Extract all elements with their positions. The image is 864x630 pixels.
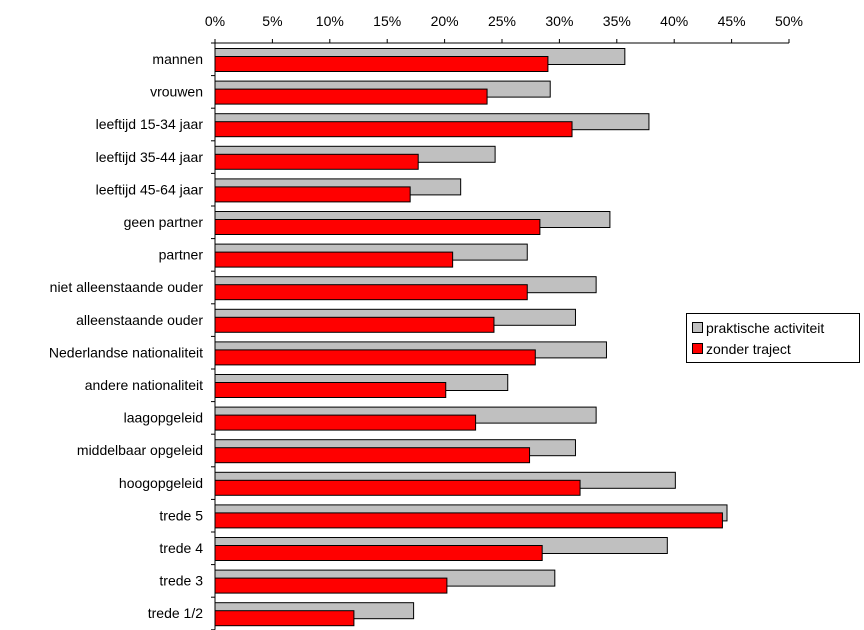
x-tick-labels: 0% 5% 10% 15% 20% 25% 30% 35% 40% 45% 50% bbox=[205, 13, 803, 29]
legend-swatch-red bbox=[692, 343, 703, 354]
x-tick-label: 5% bbox=[262, 13, 282, 29]
x-tick-label: 0% bbox=[205, 13, 225, 29]
x-tick-label: 45% bbox=[718, 13, 746, 29]
category-label: trede 5 bbox=[159, 507, 203, 523]
category-label: leeftijd 35-44 jaar bbox=[96, 149, 204, 165]
category-label: mannen bbox=[152, 51, 203, 67]
axes bbox=[211, 39, 790, 630]
category-label: niet alleenstaande ouder bbox=[50, 279, 204, 295]
x-tick-label: 35% bbox=[603, 13, 631, 29]
bar-zonder-traject bbox=[214, 153, 419, 170]
x-tick-label: 40% bbox=[660, 13, 688, 29]
legend-label: zonder traject bbox=[706, 340, 791, 357]
bar-zonder-traject bbox=[214, 545, 543, 561]
bar-zonder-traject bbox=[214, 479, 581, 496]
category-label: alleenstaande ouder bbox=[76, 312, 203, 328]
bar-zonder-traject bbox=[214, 186, 411, 203]
bar-zonder-traject bbox=[214, 88, 488, 105]
category-label: andere nationaliteit bbox=[85, 377, 203, 393]
category-label: middelbaar opgeleid bbox=[77, 442, 203, 458]
x-tick-label: 10% bbox=[316, 13, 344, 29]
x-tick-label: 30% bbox=[545, 13, 573, 29]
legend-swatch-grey bbox=[692, 322, 703, 333]
category-label: Nederlandse nationaliteit bbox=[49, 344, 203, 360]
category-label: geen partner bbox=[124, 214, 204, 230]
bar-zonder-traject bbox=[214, 219, 541, 235]
bar-zonder-traject bbox=[214, 251, 454, 268]
bar-zonder-traject bbox=[214, 577, 448, 594]
bar-zonder-traject bbox=[214, 56, 549, 72]
category-label: vrouwen bbox=[150, 84, 203, 100]
bar-zonder-traject bbox=[214, 610, 355, 627]
bar-zonder-traject bbox=[214, 316, 495, 333]
category-labels: mannen vrouwen leeftijd 15-34 jaar leeftijd… bbox=[49, 51, 203, 621]
category-label: leeftijd 45-64 jaar bbox=[96, 181, 204, 197]
category-label: hoogopgeleid bbox=[119, 475, 203, 491]
bar-zonder-traject bbox=[214, 121, 573, 138]
legend-item-zonder-traject: zonder traject bbox=[692, 338, 859, 359]
bar-zonder-traject bbox=[214, 512, 723, 529]
legend-label: praktische activiteit bbox=[706, 319, 825, 336]
category-label: leeftijd 15-34 jaar bbox=[96, 116, 204, 132]
category-label: trede 3 bbox=[159, 573, 203, 589]
x-tick-label: 20% bbox=[431, 13, 459, 29]
category-label: trede 1/2 bbox=[148, 605, 203, 621]
bar-zonder-traject bbox=[214, 414, 477, 431]
bar-zonder-traject bbox=[214, 349, 536, 366]
category-label: laagopgeleid bbox=[124, 410, 203, 426]
category-label: trede 4 bbox=[159, 540, 203, 556]
bar-zonder-traject bbox=[214, 447, 531, 464]
category-label: partner bbox=[159, 247, 204, 263]
legend: praktische activiteit zonder traject bbox=[686, 313, 860, 363]
x-tick-label: 25% bbox=[488, 13, 516, 29]
bars bbox=[214, 48, 728, 627]
x-tick-label: 50% bbox=[775, 13, 803, 29]
x-tick-label: 15% bbox=[373, 13, 401, 29]
legend-item-praktische-activiteit: praktische activiteit bbox=[692, 317, 859, 338]
bar-zonder-traject bbox=[214, 382, 447, 398]
bar-zonder-traject bbox=[214, 284, 528, 301]
